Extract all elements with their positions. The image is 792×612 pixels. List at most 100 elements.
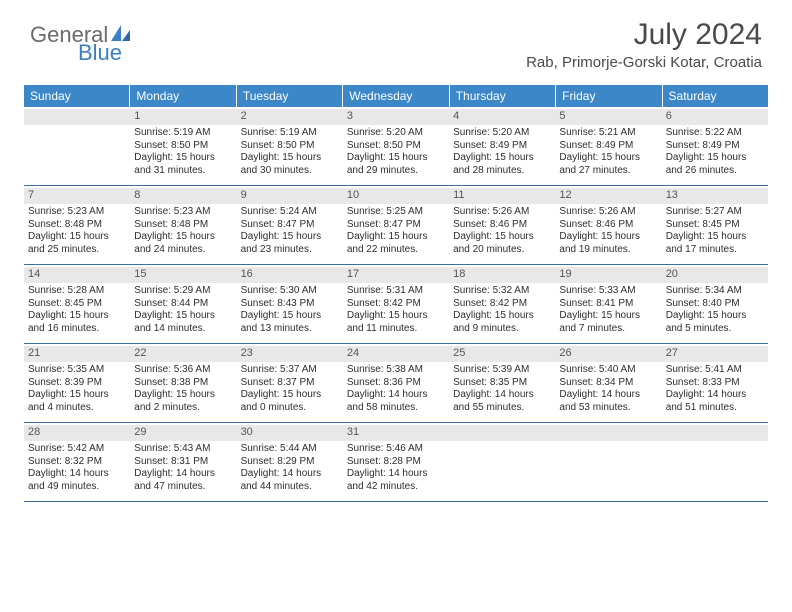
sunrise-text: Sunrise: 5:32 AM [453,285,551,298]
calendar-cell: 5Sunrise: 5:21 AMSunset: 8:49 PMDaylight… [555,107,661,185]
calendar-week: 7Sunrise: 5:23 AMSunset: 8:48 PMDaylight… [24,186,768,265]
day-header: Monday [130,85,236,107]
day-number: 28 [24,425,130,441]
daylight-text: Daylight: 15 hours and 17 minutes. [666,231,764,256]
calendar-cell: 23Sunrise: 5:37 AMSunset: 8:37 PMDayligh… [237,344,343,422]
day-header: Wednesday [343,85,449,107]
calendar-cell [662,423,768,501]
sunrise-text: Sunrise: 5:29 AM [134,285,232,298]
calendar-cell: 10Sunrise: 5:25 AMSunset: 8:47 PMDayligh… [343,186,449,264]
daylight-text: Daylight: 15 hours and 26 minutes. [666,152,764,177]
day-number: 8 [130,188,236,204]
sunset-text: Sunset: 8:45 PM [28,298,126,311]
day-number: 22 [130,346,236,362]
day-header: Thursday [450,85,556,107]
calendar-cell [24,107,130,185]
sunset-text: Sunset: 8:34 PM [559,377,657,390]
calendar-cell: 6Sunrise: 5:22 AMSunset: 8:49 PMDaylight… [662,107,768,185]
sunrise-text: Sunrise: 5:19 AM [241,127,339,140]
day-number: 13 [662,188,768,204]
daylight-text: Daylight: 15 hours and 28 minutes. [453,152,551,177]
daylight-text: Daylight: 14 hours and 42 minutes. [347,468,445,493]
sunrise-text: Sunrise: 5:35 AM [28,364,126,377]
day-number: 29 [130,425,236,441]
day-number: 15 [130,267,236,283]
daylight-text: Daylight: 15 hours and 25 minutes. [28,231,126,256]
sunset-text: Sunset: 8:46 PM [453,219,551,232]
sunrise-text: Sunrise: 5:24 AM [241,206,339,219]
calendar-cell: 2 Sunrise: 5:19 AMSunset: 8:50 PMDaylight… [237,107,343,185]
sunset-text: Sunset: 8:41 PM [559,298,657,311]
calendar-cell: 25Sunrise: 5:39 AMSunset: 8:35 PMDayligh… [449,344,555,422]
sunset-text: Sunset: 8:36 PM [347,377,445,390]
calendar-cell: 3Sunrise: 5:20 AMSunset: 8:50 PMDaylight… [343,107,449,185]
sunset-text: Sunset: 8:49 PM [559,140,657,153]
day-number: 1 [130,109,236,125]
day-number: 12 [555,188,661,204]
title-block: July 2024 Rab, Primorje-Gorski Kotar, Cr… [526,18,762,71]
day-number: 25 [449,346,555,362]
calendar-cell: 19Sunrise: 5:33 AMSunset: 8:41 PMDayligh… [555,265,661,343]
sunrise-text: Sunrise: 5:34 AM [666,285,764,298]
daylight-text: Daylight: 15 hours and 19 minutes. [559,231,657,256]
daylight-text: Daylight: 15 hours and 30 minutes. [241,152,339,177]
daylight-text: Daylight: 14 hours and 55 minutes. [453,389,551,414]
daylight-text: Daylight: 15 hours and 24 minutes. [134,231,232,256]
sunrise-text: Sunrise: 5:38 AM [347,364,445,377]
calendar-cell: 21Sunrise: 5:35 AMSunset: 8:39 PMDayligh… [24,344,130,422]
day-number: 6 [662,109,768,125]
sunrise-text: Sunrise: 5:19 AM [134,127,232,140]
logo-text-blue: Blue [78,42,132,64]
calendar-week: 28Sunrise: 5:42 AMSunset: 8:32 PMDayligh… [24,423,768,502]
day-number: 18 [449,267,555,283]
location-text: Rab, Primorje-Gorski Kotar, Croatia [526,54,762,71]
calendar-cell: 16Sunrise: 5:30 AMSunset: 8:43 PMDayligh… [237,265,343,343]
sunrise-text: Sunrise: 5:25 AM [347,206,445,219]
sunset-text: Sunset: 8:29 PM [241,456,339,469]
sunrise-text: Sunrise: 5:23 AM [28,206,126,219]
calendar-cell: 18Sunrise: 5:32 AMSunset: 8:42 PMDayligh… [449,265,555,343]
sunset-text: Sunset: 8:48 PM [28,219,126,232]
calendar-week: 21Sunrise: 5:35 AMSunset: 8:39 PMDayligh… [24,344,768,423]
daylight-text: Daylight: 15 hours and 22 minutes. [347,231,445,256]
sunrise-text: Sunrise: 5:39 AM [453,364,551,377]
sunset-text: Sunset: 8:49 PM [666,140,764,153]
day-number [555,425,661,441]
sunset-text: Sunset: 8:47 PM [347,219,445,232]
sunrise-text: Sunrise: 5:43 AM [134,443,232,456]
calendar-cell: 24Sunrise: 5:38 AMSunset: 8:36 PMDayligh… [343,344,449,422]
day-number: 2 [237,109,343,125]
day-header: Friday [556,85,662,107]
logo: General Blue [30,18,132,64]
day-header: Sunday [24,85,130,107]
sunset-text: Sunset: 8:31 PM [134,456,232,469]
sunrise-text: Sunrise: 5:44 AM [241,443,339,456]
month-title: July 2024 [526,18,762,52]
day-number: 4 [449,109,555,125]
daylight-text: Daylight: 15 hours and 0 minutes. [241,389,339,414]
day-number: 20 [662,267,768,283]
sunset-text: Sunset: 8:42 PM [347,298,445,311]
calendar-cell: 27Sunrise: 5:41 AMSunset: 8:33 PMDayligh… [662,344,768,422]
sunset-text: Sunset: 8:44 PM [134,298,232,311]
page-header: General Blue July 2024 Rab, Primorje-Gor… [0,0,792,79]
sunrise-text: Sunrise: 5:23 AM [134,206,232,219]
sunrise-text: Sunrise: 5:41 AM [666,364,764,377]
calendar-table: SundayMondayTuesdayWednesdayThursdayFrid… [24,85,768,502]
sunset-text: Sunset: 8:50 PM [241,140,339,153]
calendar-cell: 15Sunrise: 5:29 AMSunset: 8:44 PMDayligh… [130,265,236,343]
calendar-cell: 20Sunrise: 5:34 AMSunset: 8:40 PMDayligh… [662,265,768,343]
sunset-text: Sunset: 8:40 PM [666,298,764,311]
daylight-text: Daylight: 15 hours and 27 minutes. [559,152,657,177]
sunset-text: Sunset: 8:42 PM [453,298,551,311]
day-number: 26 [555,346,661,362]
day-number: 27 [662,346,768,362]
sunset-text: Sunset: 8:37 PM [241,377,339,390]
calendar-cell: 8 Sunrise: 5:23 AMSunset: 8:48 PMDaylight… [130,186,236,264]
sunset-text: Sunset: 8:43 PM [241,298,339,311]
day-number [449,425,555,441]
calendar-cell: 11Sunrise: 5:26 AMSunset: 8:46 PMDayligh… [449,186,555,264]
sunset-text: Sunset: 8:48 PM [134,219,232,232]
sunrise-text: Sunrise: 5:42 AM [28,443,126,456]
daylight-text: Daylight: 15 hours and 29 minutes. [347,152,445,177]
